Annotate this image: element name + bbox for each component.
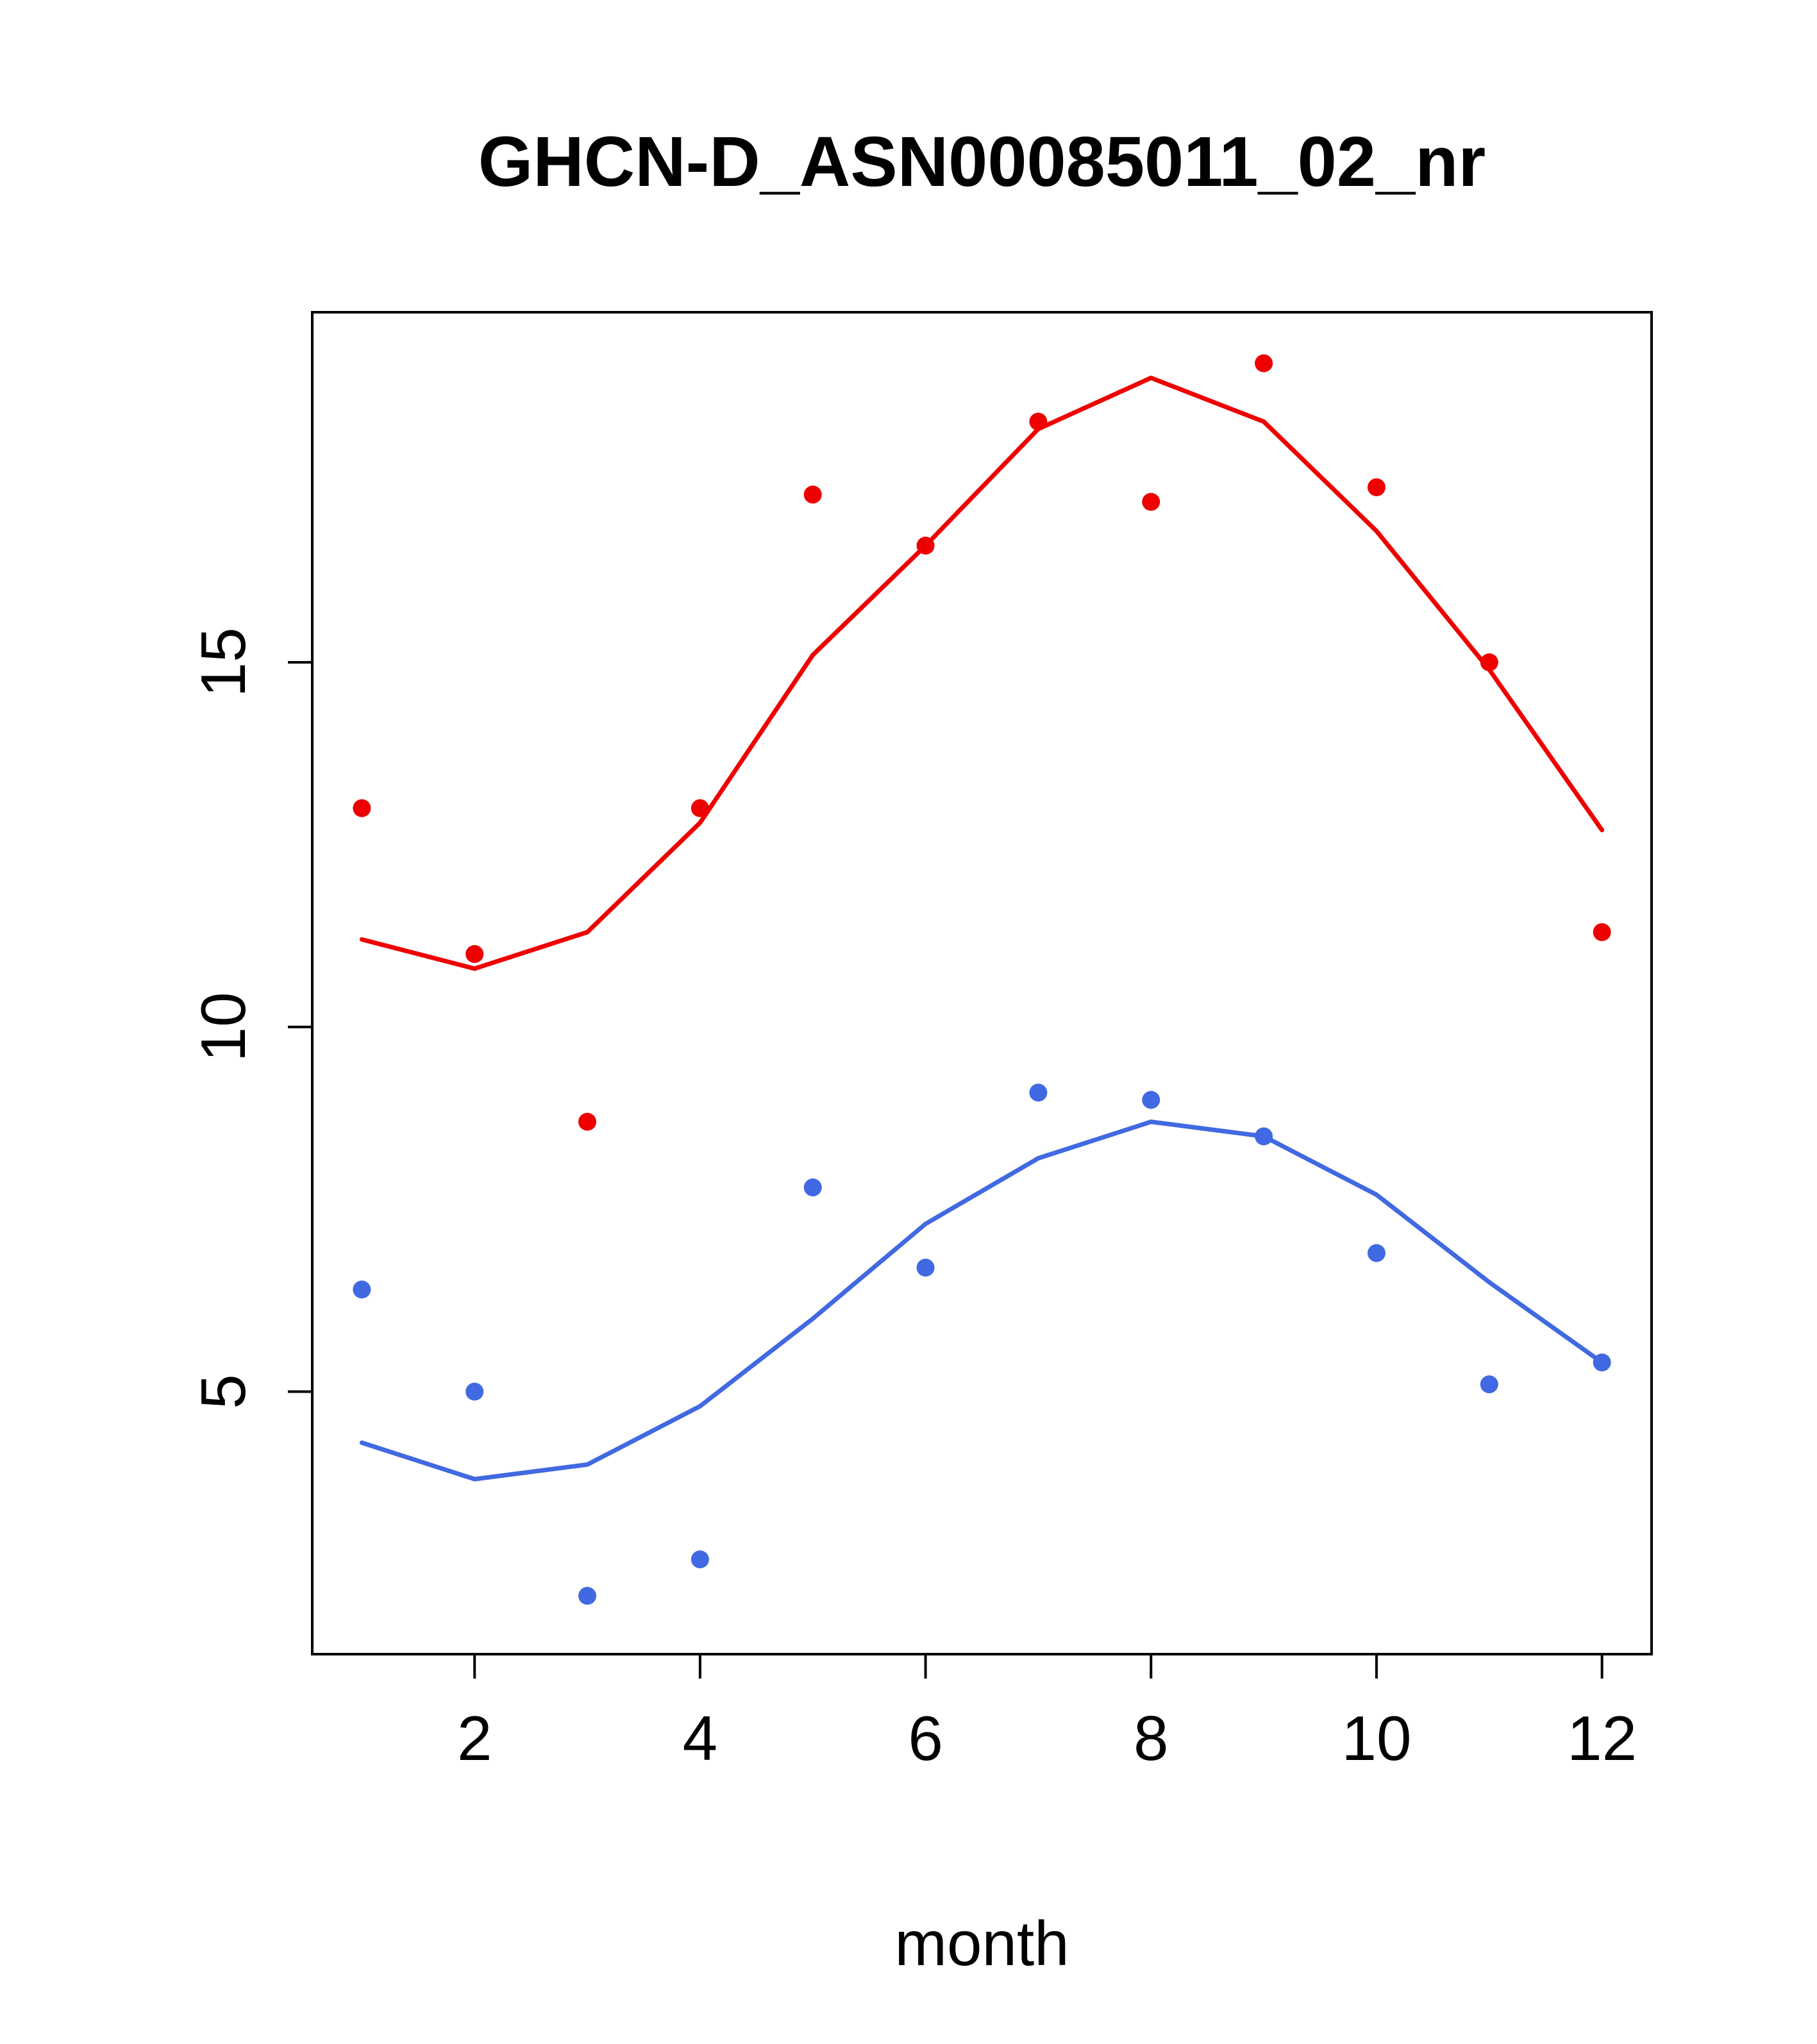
- x-tick-label: 8: [1134, 1703, 1169, 1773]
- red-points-point: [353, 799, 371, 817]
- blue-points-point: [1142, 1091, 1160, 1109]
- red-points-point: [1593, 923, 1611, 941]
- red-points-point: [1367, 478, 1386, 496]
- blue-points-point: [916, 1259, 935, 1277]
- blue-points-point: [353, 1280, 371, 1299]
- x-tick-label: 12: [1567, 1703, 1637, 1773]
- x-tick-label: 6: [908, 1703, 943, 1773]
- blue-points-point: [578, 1587, 597, 1605]
- red-line: [359, 375, 1605, 971]
- red-points-point: [1029, 412, 1048, 431]
- blue-points-point: [1367, 1244, 1386, 1262]
- red-points-point: [465, 945, 484, 963]
- x-tick-label: 4: [683, 1703, 718, 1773]
- red-points-point: [916, 537, 935, 555]
- x-tick-label: 2: [457, 1703, 492, 1773]
- blue-points-point: [803, 1178, 822, 1196]
- blue-points-point: [1029, 1084, 1048, 1102]
- x-axis-label: month: [894, 1908, 1069, 1979]
- blue-points-point: [465, 1382, 484, 1401]
- red-points-point: [803, 485, 822, 504]
- x-tick-label: 10: [1341, 1703, 1411, 1773]
- y-tick-label: 5: [188, 1374, 258, 1409]
- red-points-point: [1142, 492, 1160, 511]
- red-points-point: [578, 1112, 597, 1131]
- y-tick-label: 15: [188, 627, 258, 697]
- blue-points-point: [1255, 1127, 1273, 1146]
- blue-points-point: [1480, 1375, 1498, 1394]
- blue-points-point: [691, 1550, 709, 1569]
- blue-line: [359, 1119, 1605, 1482]
- blue-points-point: [1593, 1353, 1611, 1371]
- red-points-point: [1480, 653, 1498, 671]
- red-points-point: [1255, 354, 1273, 373]
- y-tick-label: 10: [188, 992, 258, 1062]
- plot-box: [311, 311, 1653, 1655]
- red-points-point: [691, 799, 709, 817]
- chart-title: GHCN-D_ASN00085011_02_nr: [478, 122, 1486, 201]
